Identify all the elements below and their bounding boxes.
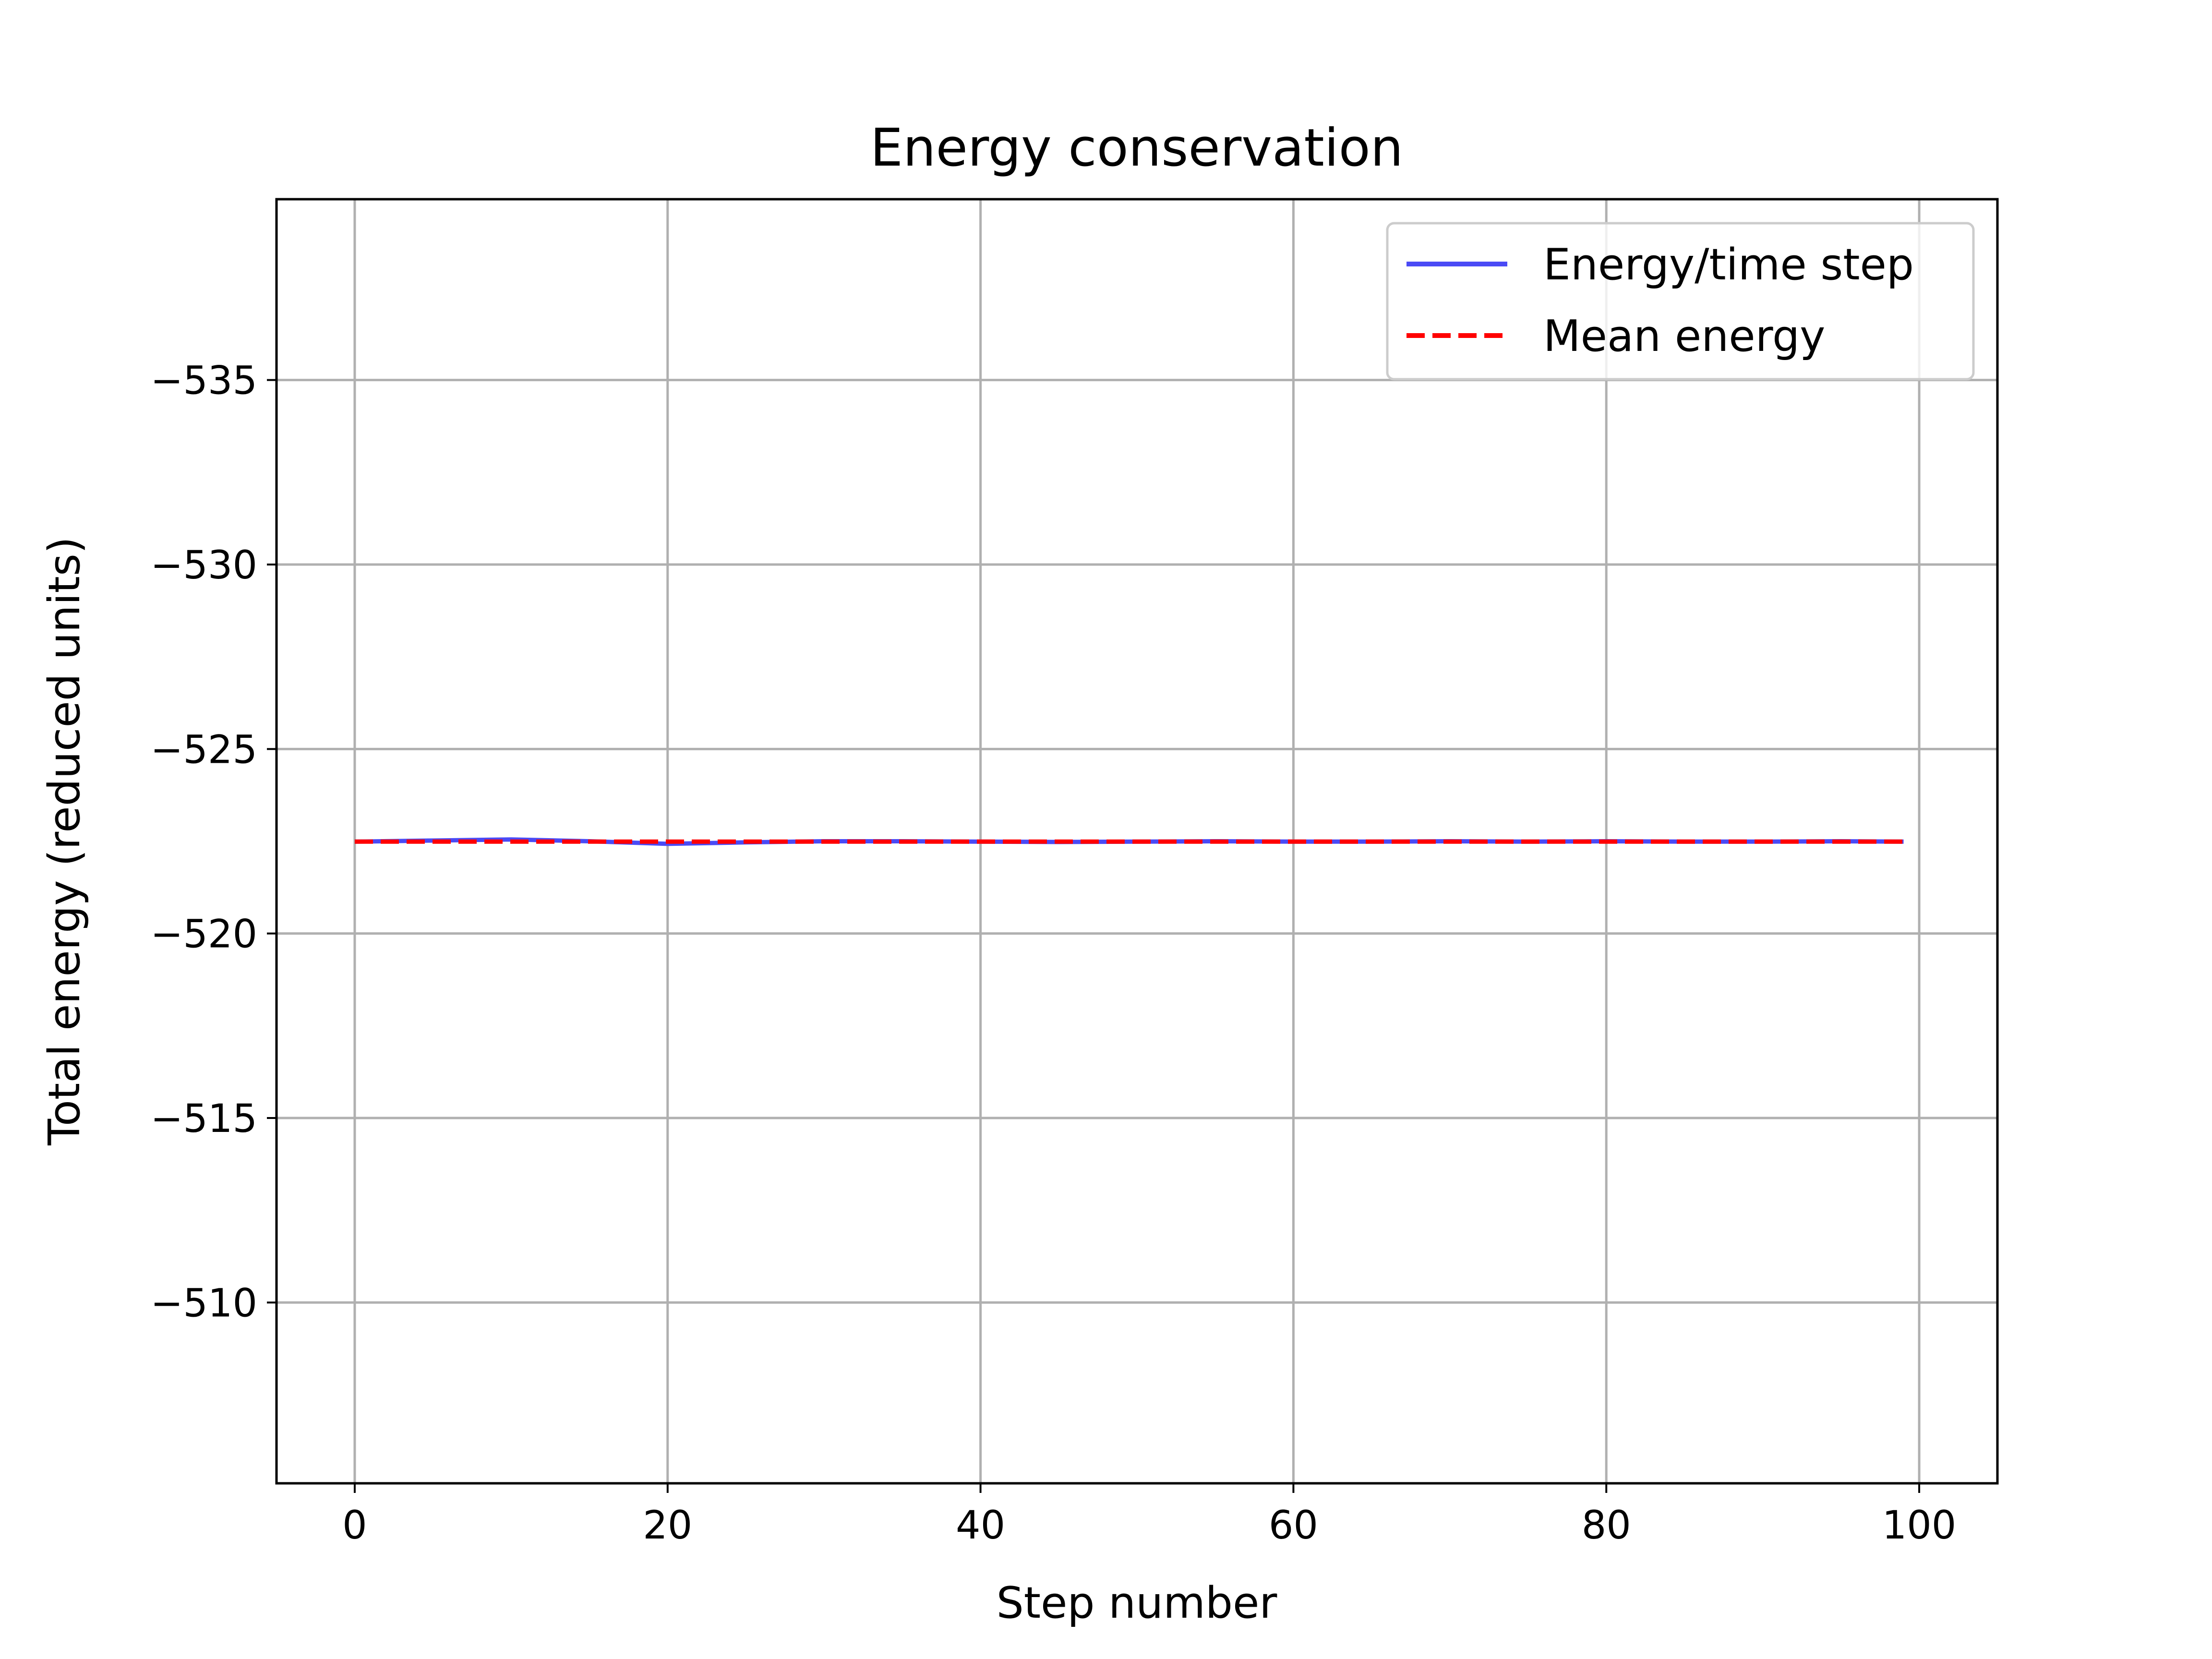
legend-label-energy-time-step: Energy/time step bbox=[1543, 240, 1914, 290]
y-tick-label: −525 bbox=[151, 727, 257, 772]
legend-box bbox=[1386, 222, 1975, 381]
y-tick-label: −510 bbox=[151, 1281, 257, 1326]
x-tick-label: 60 bbox=[1269, 1503, 1318, 1548]
y-axis-label: Total energy (reduced units) bbox=[39, 537, 90, 1146]
x-tick-label: 0 bbox=[342, 1503, 367, 1548]
x-tick-label: 80 bbox=[1582, 1503, 1631, 1548]
x-axis-label: Step number bbox=[997, 1578, 1277, 1628]
series-layer bbox=[354, 837, 1904, 846]
ticks: 0 20 40 60 80 100 −535 −530 −525 −520 −515 −510 bbox=[151, 359, 1957, 1548]
plot-frame bbox=[275, 198, 1999, 1485]
x-tick-label: 40 bbox=[956, 1503, 1005, 1548]
y-tick-label: −520 bbox=[151, 912, 257, 957]
x-tick-label: 20 bbox=[643, 1503, 692, 1548]
series-line-energy-time-step bbox=[354, 837, 1904, 846]
legend-label-mean-energy: Mean energy bbox=[1543, 311, 1825, 361]
y-tick-label: −515 bbox=[151, 1096, 257, 1142]
y-tick-label: −530 bbox=[151, 543, 257, 588]
x-tick-label: 100 bbox=[1882, 1503, 1957, 1548]
y-tick-label: −535 bbox=[151, 359, 257, 404]
legend: Energy/time step Mean energy bbox=[1386, 222, 1975, 381]
chart-title: Energy conservation bbox=[870, 118, 1403, 178]
